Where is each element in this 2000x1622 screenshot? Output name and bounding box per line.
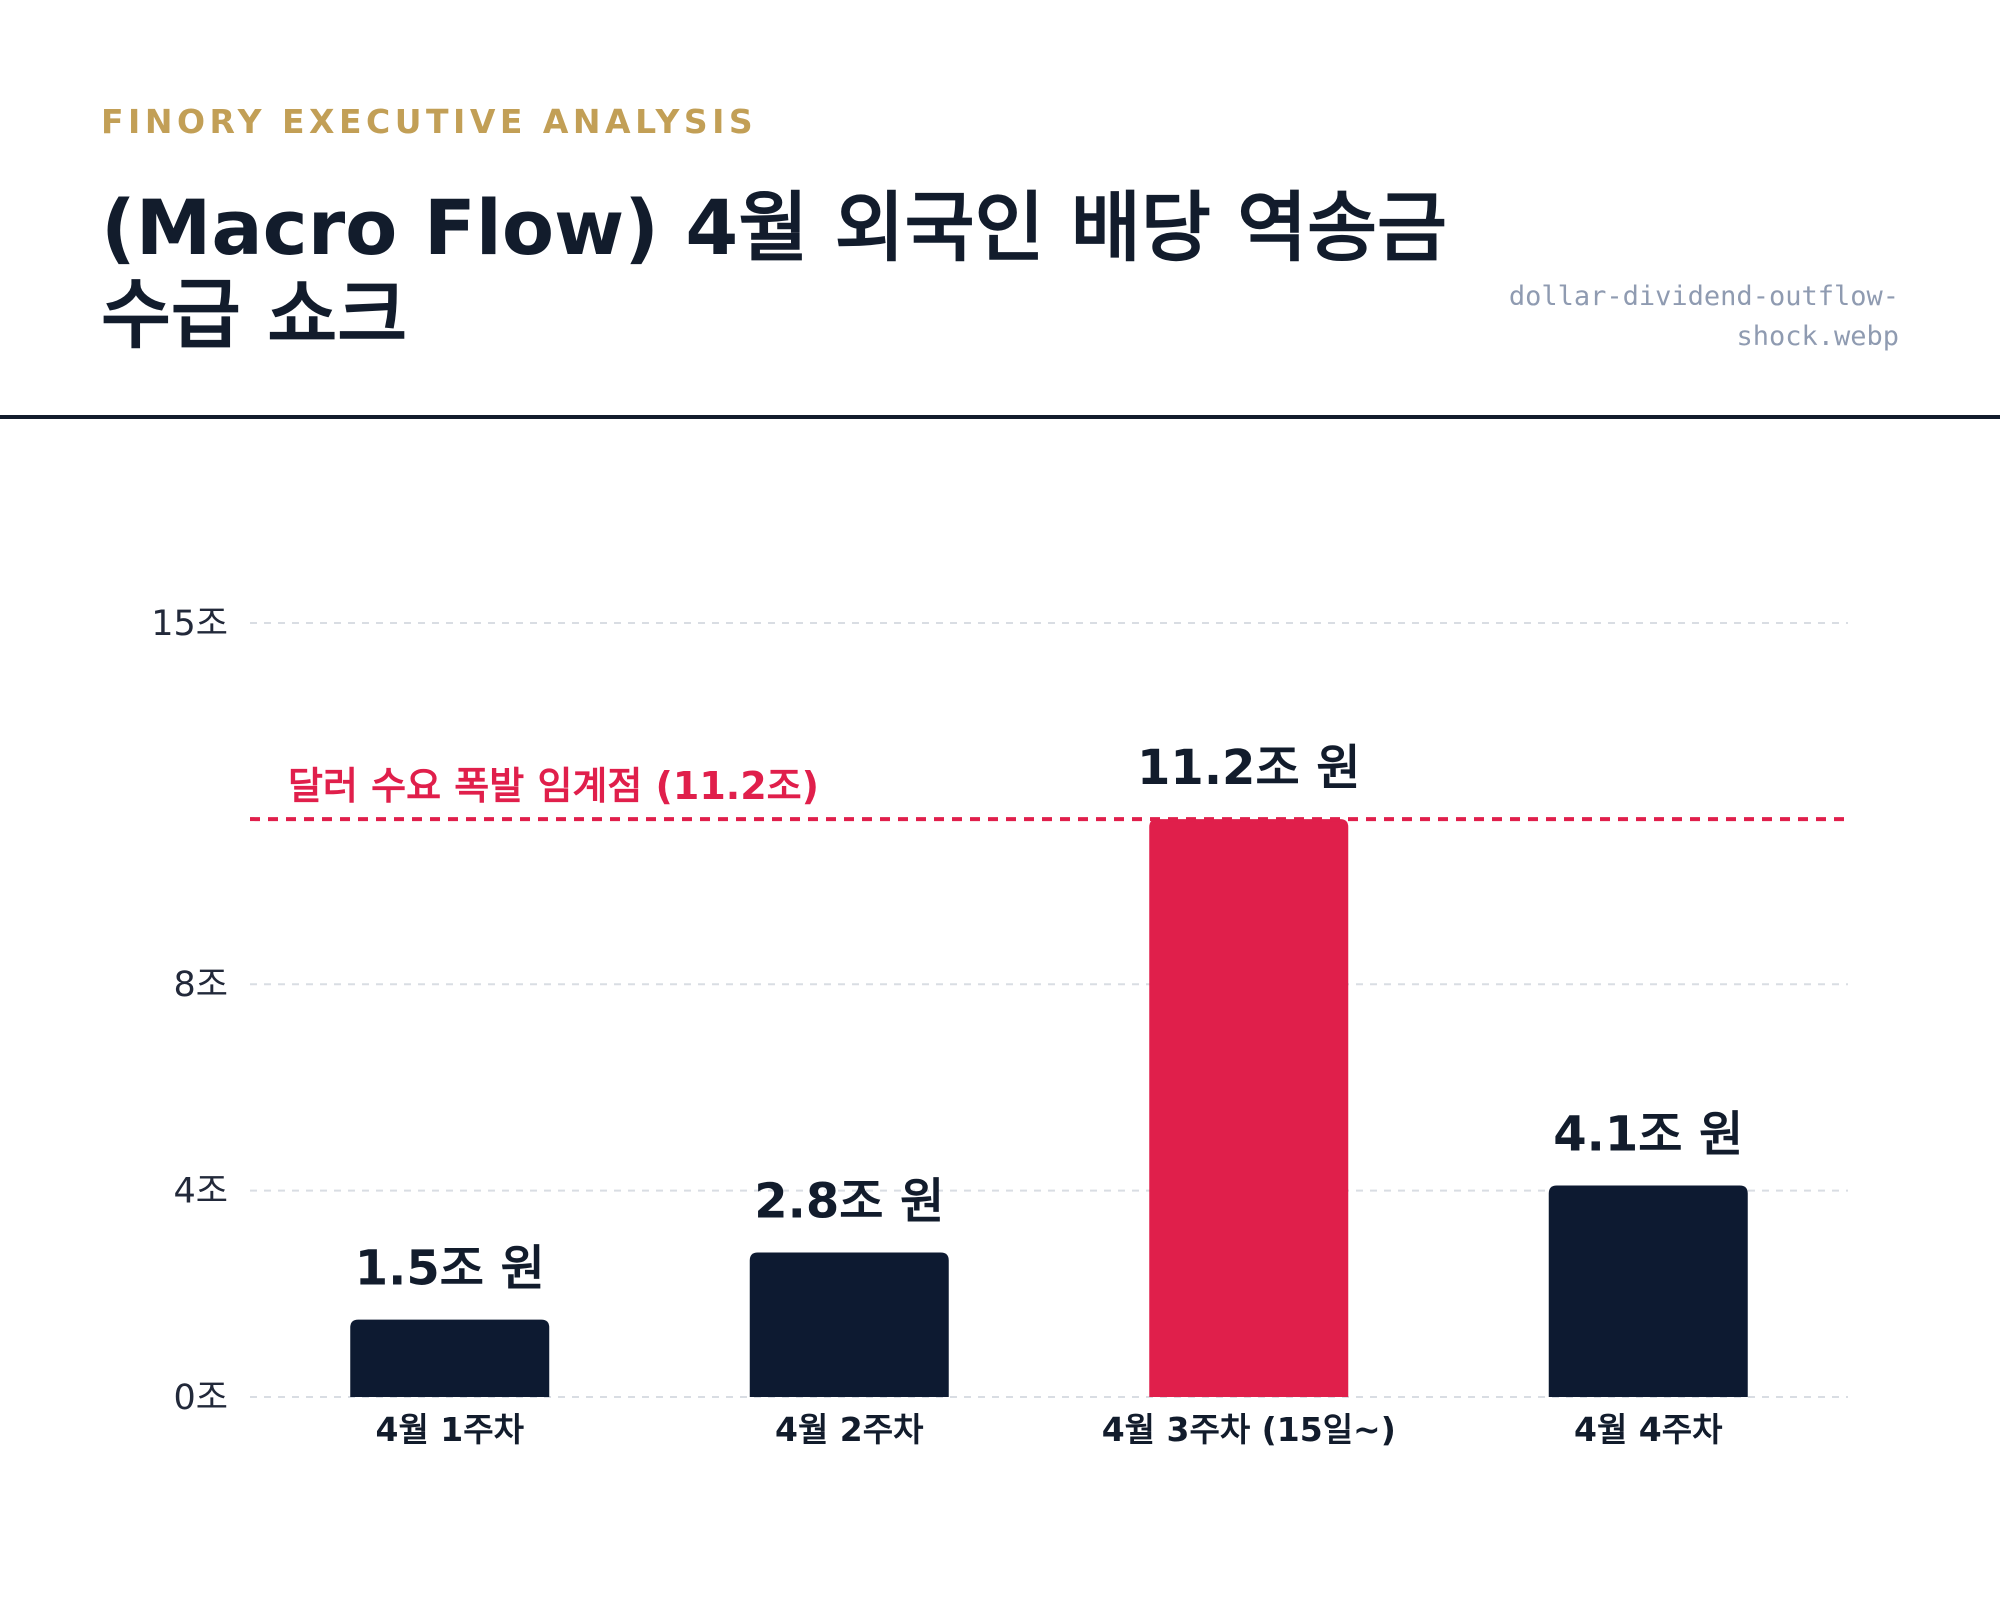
bar <box>749 1252 949 1397</box>
kicker-label: FINORY EXECUTIVE ANALYSIS <box>101 102 758 141</box>
y-tick-label: 8조 <box>174 965 228 1005</box>
x-tick-label: 4월 3주차 (15일~) <box>1102 1410 1396 1449</box>
x-tick-label: 4월 4주차 <box>1574 1410 1723 1449</box>
x-tick-label: 4월 1주차 <box>376 1410 525 1449</box>
page-title-line-2: 수급 쇼크 <box>101 270 408 359</box>
bar <box>1149 819 1349 1397</box>
data-label: 2.8조 원 <box>754 1174 944 1230</box>
page-title: (Macro Flow) 4월 외국인 배당 역송금 수급 쇼크 <box>101 184 1521 358</box>
header-divider <box>0 415 2000 419</box>
data-label: 4.1조 원 <box>1553 1106 1743 1162</box>
data-label: 1.5조 원 <box>355 1241 545 1297</box>
header: FINORY EXECUTIVE ANALYSIS (Macro Flow) 4… <box>0 0 2000 416</box>
data-label: 11.2조 원 <box>1137 740 1360 796</box>
x-tick-label: 4월 2주차 <box>775 1410 924 1449</box>
page-title-line-1: (Macro Flow) 4월 외국인 배당 역송금 <box>101 183 1447 272</box>
threshold-label: 달러 수요 폭발 임계점 (11.2조) <box>288 764 819 808</box>
y-tick-label: 15조 <box>151 604 228 644</box>
filename-line-2: shock.webp <box>1736 321 1899 352</box>
filename-line-1: dollar-dividend-outflow- <box>1508 281 1899 312</box>
bar <box>350 1319 550 1397</box>
y-tick-label: 0조 <box>174 1378 228 1418</box>
y-tick-label: 4조 <box>174 1172 228 1212</box>
filename-label: dollar-dividend-outflow- shock.webp <box>1449 277 1899 357</box>
bar <box>1548 1185 1748 1397</box>
